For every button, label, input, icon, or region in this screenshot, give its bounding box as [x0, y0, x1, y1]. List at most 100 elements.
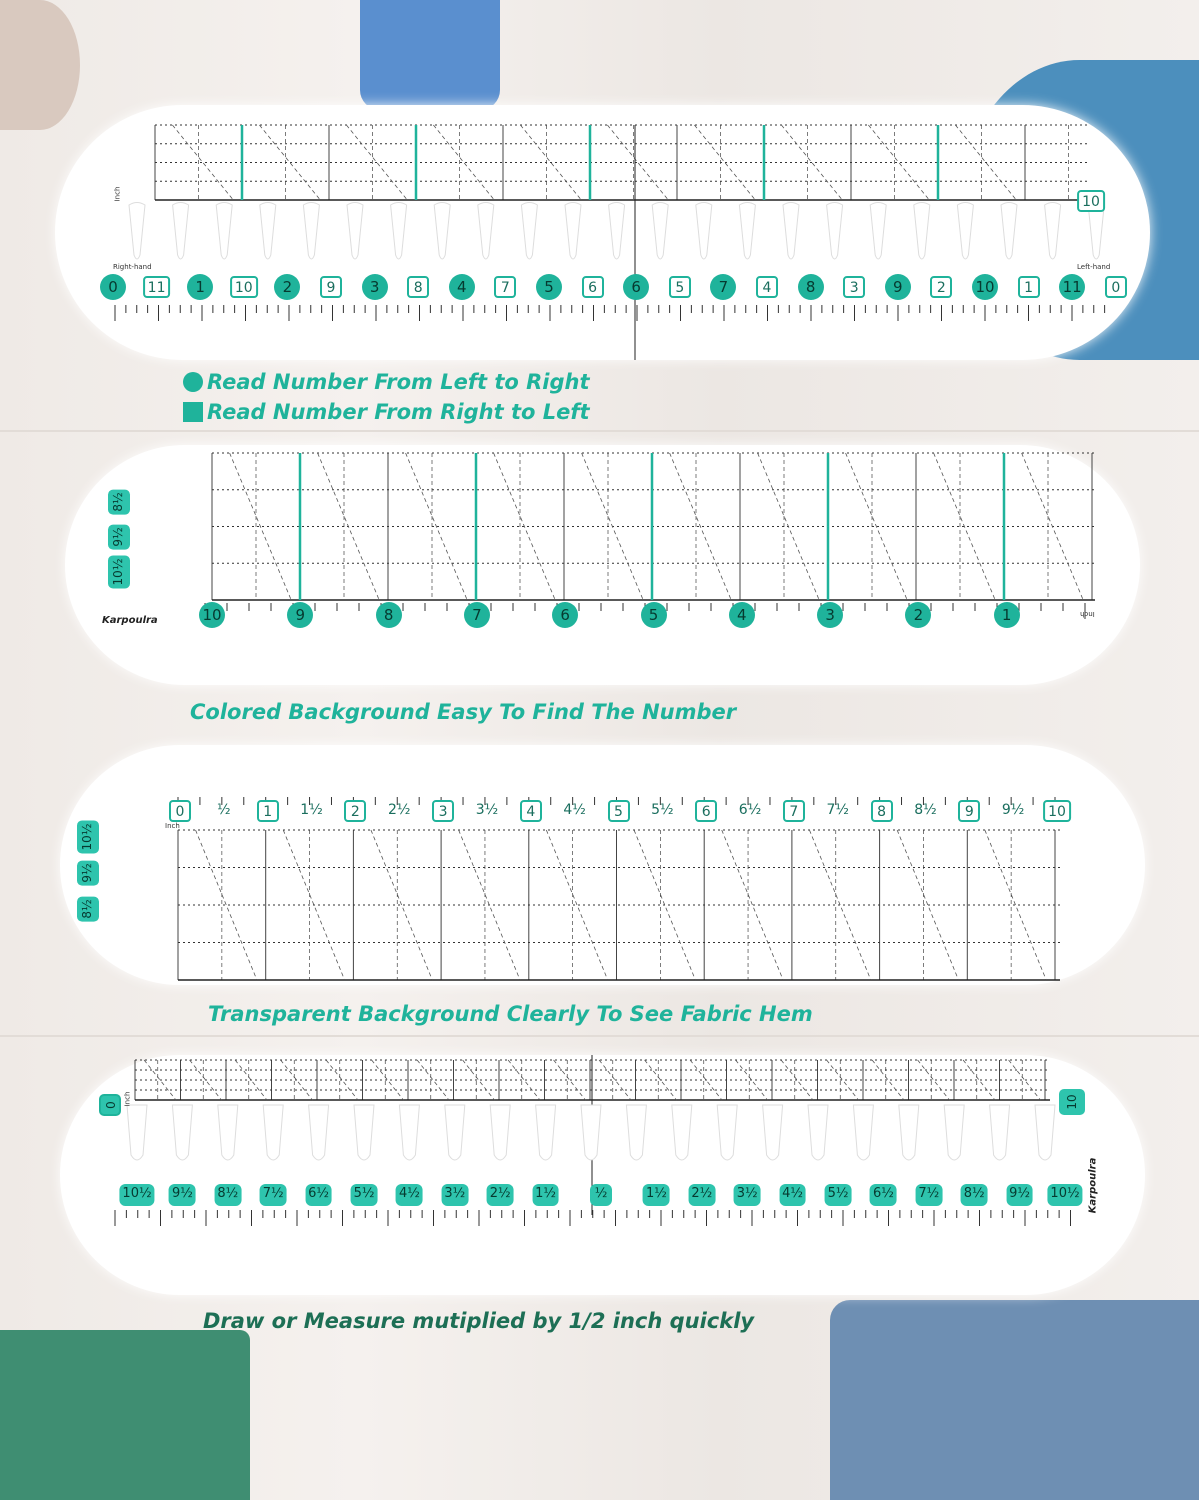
ruler-number-top: 4: [519, 800, 542, 822]
ruler-number-top: 7: [782, 800, 805, 822]
slot: [520, 202, 538, 260]
grid-line: [172, 124, 234, 201]
brand-logo: Karpoulra: [102, 615, 158, 626]
slot: [444, 1104, 466, 1161]
grid-line: [1008, 1059, 1041, 1101]
slot: [346, 202, 364, 260]
grid-line: [317, 452, 380, 601]
half-inch-label: 7½: [259, 1184, 287, 1206]
slot: [1044, 202, 1062, 260]
grid-line: [826, 1059, 859, 1101]
ruler-number-top: 8: [870, 800, 893, 822]
background-wood: [0, 1035, 1199, 1037]
background-wood: [0, 430, 1199, 432]
unit-label: Inch: [123, 1091, 132, 1107]
slot: [126, 1104, 148, 1161]
half-inch-label: 5½: [824, 1184, 852, 1206]
grid-line: [809, 829, 872, 981]
unit-label: Inch: [113, 186, 122, 202]
ruler-number-circle: 3: [361, 274, 388, 300]
grid-line: [507, 1059, 541, 1101]
grid-line: [1021, 452, 1084, 601]
slot: [259, 202, 277, 260]
grid-line: [229, 452, 292, 601]
legend-circle-text: Read Number From Left to Right: [207, 370, 590, 394]
side-label: 10½: [108, 555, 130, 589]
ruler-number-circle: 8: [797, 274, 824, 300]
grid-line: [545, 829, 609, 981]
slot: [172, 202, 190, 260]
grid-line: [553, 1059, 586, 1101]
ruler-number-top: 4½: [563, 802, 586, 818]
half-inch-label: 6½: [305, 1184, 333, 1206]
ruler-number-top: 6½: [738, 802, 762, 818]
ruler-number-circle: 1: [187, 274, 214, 300]
grid-line: [607, 124, 669, 201]
slot: [943, 1104, 965, 1161]
ruler-number-top: 1½: [300, 802, 323, 818]
side-label: 8½: [108, 489, 130, 515]
ruler-grid: [177, 797, 1060, 981]
ruler-number-square: 11: [142, 276, 171, 298]
ruler-number-circle: 5: [640, 602, 667, 628]
ruler-number-square: 8: [407, 276, 430, 298]
half-inch-label: 10½: [119, 1184, 155, 1206]
grid-line: [781, 124, 843, 201]
slot: [580, 1104, 602, 1161]
ruler-number-circle: 6: [552, 602, 579, 628]
ruler-panel-3: 0 ½ 1 1½ 2 2½ 3 3½ 4 4½ 5 5½ 6 6½ 7 7½ 8 8½ 9 9½ 10 10½ 9½ 8½ In…: [60, 745, 1145, 985]
ruler-number-circle: 4: [728, 602, 755, 628]
circle-icon: [183, 372, 203, 392]
ruler-number-top: 2: [344, 800, 367, 822]
ruler-grid: [204, 452, 1095, 619]
grid-line: [581, 452, 644, 601]
slot: [564, 202, 582, 260]
slot: [477, 202, 495, 260]
grid-line: [433, 124, 495, 201]
ruler-panel-1: 0 11 1 10 2 9 3 8 4 7 5 6 6 5 7 4 8 3 9 2 10 1 11 0 Inch Right-ha…: [55, 105, 1150, 360]
grid-line: [598, 1059, 632, 1101]
ruler-number-top: 3: [432, 800, 455, 822]
ruler-number-circle: 10: [972, 274, 998, 300]
ruler-number-circle: 2: [905, 602, 932, 628]
slot: [433, 202, 451, 260]
ruler-number-top: 10: [1043, 800, 1071, 822]
half-inch-label: 2½: [486, 1184, 514, 1206]
slot: [171, 1104, 193, 1161]
slot: [398, 1104, 420, 1161]
side-label: 8½: [77, 896, 99, 922]
ruler-panel-4: 10½ 9½ 8½ 7½ 6½ 5½ 4½ 3½ 2½ 1½ ½ 1½ 2½ 3½ 4½ 5½ 6½ 7½ 8½ 9½…: [60, 1055, 1145, 1295]
slot: [956, 202, 974, 260]
slot: [671, 1104, 693, 1161]
slot: [128, 202, 146, 260]
square-icon: [183, 402, 203, 422]
ruler-number-circle: 5: [536, 274, 562, 300]
caption-colored-background: Colored Background Easy To Find The Numb…: [190, 700, 737, 724]
ruler-panel-2: 10 9 8 7 6 5 4 3 2 1 8½ 9½ 10½ Karpoulra Inch: [65, 445, 1140, 685]
ruler-number-circle: 7: [710, 274, 737, 300]
slot: [869, 202, 887, 260]
half-inch-label: 1½: [532, 1184, 560, 1206]
half-inch-label: 3½: [733, 1184, 761, 1206]
slot: [390, 202, 408, 260]
right-hand-label: Right-hand: [113, 263, 152, 271]
ruler-number-square: 3: [843, 276, 866, 298]
ruler-number-circle: 3: [817, 602, 844, 628]
grid-line: [416, 1059, 450, 1101]
grid-line: [780, 1059, 814, 1101]
ruler-number-square: 1: [1017, 276, 1040, 298]
grid-line: [195, 829, 258, 981]
side-label: 9½: [108, 524, 130, 550]
ruler-number-square: 10: [229, 276, 258, 298]
ruler-number-top: 1: [256, 800, 279, 822]
ruler-number-square: 2: [930, 276, 953, 298]
ruler-grid: [114, 1055, 1071, 1226]
ruler-number-circle: 8: [375, 602, 402, 628]
grid-line: [370, 829, 433, 981]
ruler-number-start: 0: [99, 1094, 121, 1116]
grid-line: [189, 1059, 222, 1101]
thread-spool-image: [0, 0, 80, 130]
grid-line: [845, 452, 908, 601]
ruler-number-square: 9: [320, 276, 342, 298]
slot: [1000, 202, 1018, 260]
